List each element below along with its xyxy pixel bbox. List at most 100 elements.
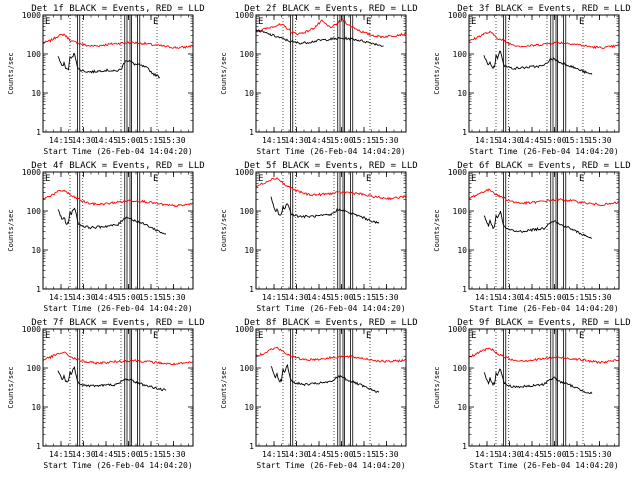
x-tick-label: 15:00 (542, 450, 566, 459)
y-tick-label: 1 (36, 442, 41, 451)
lld-series-line (255, 346, 407, 363)
y-tick-label: 10 (244, 403, 254, 412)
lld-series-line (255, 177, 407, 201)
flag-label: E (579, 331, 584, 341)
y-tick-label: 100 (453, 207, 468, 216)
y-tick-label: 1 (249, 128, 254, 137)
x-tick-label: 14:30 (497, 293, 521, 302)
x-tick-label: 15:30 (587, 293, 611, 302)
lld-series-line (468, 188, 620, 207)
y-tick-label: 1000 (22, 325, 41, 334)
x-axis-label: Start Time (26-Feb-04 14:04:20) (256, 147, 405, 156)
lld-series-line (255, 18, 407, 39)
events-series-line (270, 363, 380, 393)
flag-label: E (366, 331, 371, 341)
x-tick-label: 14:45 (307, 136, 331, 145)
detector-panel: Det 7f BLACK = Events, RED = LLD Counts/s… (7, 318, 205, 470)
x-tick-label: 15:00 (329, 450, 353, 459)
detector-panel: Det 3f BLACK = Events, RED = LLD Counts/s… (433, 4, 631, 156)
y-tick-label: 1 (36, 128, 41, 137)
x-tick-label: 14:45 (94, 136, 118, 145)
x-tick-label: 14:30 (284, 136, 308, 145)
x-axis-label: Start Time (26-Feb-04 14:04:20) (256, 461, 405, 470)
y-tick-label: 1000 (22, 168, 41, 177)
x-tick-label: 15:15 (352, 136, 376, 145)
detector-panel: Det 8f BLACK = Events, RED = LLD Counts/s… (220, 318, 418, 470)
flag-label: E (45, 17, 50, 27)
y-tick-label: 100 (240, 50, 255, 59)
events-series-line (255, 28, 384, 47)
x-tick-label: 15:30 (587, 450, 611, 459)
x-axis-label: Start Time (26-Feb-04 14:04:20) (256, 304, 405, 313)
x-tick-label: 14:15 (49, 293, 73, 302)
x-tick-label: 15:00 (116, 293, 140, 302)
y-tick-label: 10 (457, 246, 467, 255)
x-tick-label: 14:15 (262, 450, 286, 459)
x-tick-label: 14:45 (94, 293, 118, 302)
y-tick-label: 100 (453, 364, 468, 373)
flag-label: E (153, 17, 158, 27)
x-tick-label: 15:30 (374, 136, 398, 145)
y-tick-label: 100 (240, 364, 255, 373)
plot-frame (42, 171, 194, 290)
x-axis-label: Start Time (26-Feb-04 14:04:20) (43, 304, 192, 313)
plot-frame (468, 171, 620, 290)
y-tick-label: 1000 (448, 168, 467, 177)
y-tick-label: 10 (244, 246, 254, 255)
y-tick-label: 100 (240, 207, 255, 216)
panel-title: Det 3f BLACK = Events, RED = LLD (457, 4, 630, 14)
x-tick-label: 14:30 (497, 136, 521, 145)
x-tick-label: 14:15 (475, 136, 499, 145)
y-tick-label: 10 (31, 89, 41, 98)
flag-label: E (471, 331, 476, 341)
flag-label: E (366, 174, 371, 184)
x-tick-label: 15:00 (116, 450, 140, 459)
x-tick-label: 15:30 (161, 450, 185, 459)
lld-series-line (42, 189, 194, 208)
plot-frame (42, 328, 194, 447)
y-tick-label: 1 (462, 285, 467, 294)
x-tick-label: 14:15 (262, 293, 286, 302)
y-axis-label: Counts/sec (220, 366, 228, 408)
x-tick-label: 15:30 (161, 293, 185, 302)
x-axis-label: Start Time (26-Feb-04 14:04:20) (469, 461, 618, 470)
x-tick-label: 14:45 (307, 293, 331, 302)
y-tick-label: 100 (27, 50, 42, 59)
x-axis-label: Start Time (26-Feb-04 14:04:20) (469, 147, 618, 156)
y-axis-label: Counts/sec (220, 209, 228, 251)
x-tick-label: 14:15 (475, 450, 499, 459)
x-tick-label: 15:15 (139, 136, 163, 145)
lld-series-line (468, 30, 620, 50)
y-tick-label: 10 (457, 403, 467, 412)
y-tick-label: 100 (453, 50, 468, 59)
x-tick-label: 15:15 (352, 293, 376, 302)
flag-label: E (471, 174, 476, 184)
plot-frame (255, 14, 407, 133)
x-tick-label: 14:30 (284, 293, 308, 302)
x-axis-label: Start Time (26-Feb-04 14:04:20) (43, 461, 192, 470)
y-axis-label: Counts/sec (433, 52, 441, 94)
x-tick-label: 15:00 (542, 136, 566, 145)
y-tick-label: 1000 (235, 11, 254, 20)
y-tick-label: 1 (249, 442, 254, 451)
y-axis-label: Counts/sec (220, 52, 228, 94)
flag-label: E (258, 17, 263, 27)
events-series-line (483, 50, 593, 75)
plot-frame (42, 14, 194, 133)
plot-frame (468, 14, 620, 133)
detector-panel: Det 9f BLACK = Events, RED = LLD Counts/s… (433, 318, 631, 470)
x-tick-label: 14:30 (284, 450, 308, 459)
x-tick-label: 14:15 (262, 136, 286, 145)
y-tick-label: 100 (27, 207, 42, 216)
plot-frame (468, 328, 620, 447)
y-tick-label: 1000 (448, 11, 467, 20)
x-tick-label: 15:15 (565, 450, 589, 459)
y-tick-label: 10 (244, 89, 254, 98)
x-tick-label: 15:30 (374, 293, 398, 302)
x-tick-label: 14:45 (520, 136, 544, 145)
x-tick-label: 14:45 (520, 293, 544, 302)
detector-panel: Det 5f BLACK = Events, RED = LLD Counts/s… (220, 161, 418, 313)
y-tick-label: 10 (457, 89, 467, 98)
x-tick-label: 15:15 (565, 136, 589, 145)
y-axis-label: Counts/sec (7, 52, 15, 94)
